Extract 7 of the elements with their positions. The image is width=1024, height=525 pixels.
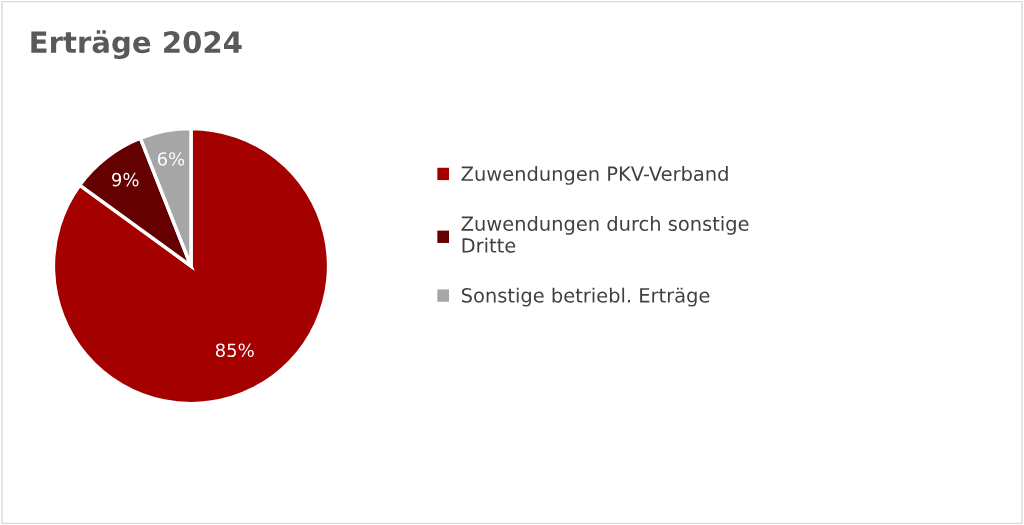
- data-label: 6%: [157, 152, 185, 166]
- data-label: 9%: [112, 172, 139, 187]
- legend-label: Zuwendungen PKV-Verband: [461, 166, 728, 185]
- legend-label: Zuwendungen durch sonstige Dritte: [461, 215, 749, 253]
- data-label: 85%: [215, 343, 254, 358]
- legend-label: Sonstige betriebl. Erträge: [461, 287, 710, 307]
- chart-title: Erträge 2024: [31, 30, 242, 60]
